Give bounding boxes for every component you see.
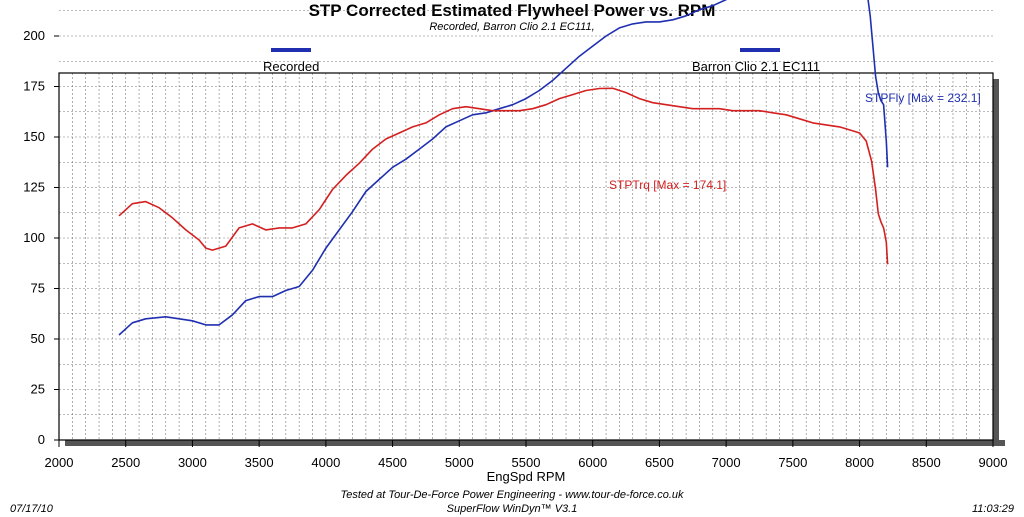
- annotation-stpfly-max: STPFly [Max = 232.1]: [865, 91, 981, 105]
- series-line-stptrq: [118, 87, 889, 265]
- chart-subtitle: Recorded, Barron Clio 2.1 EC111,: [429, 21, 595, 33]
- x-tick-label: 8000: [845, 455, 874, 470]
- x-tick-label: 6500: [645, 455, 674, 470]
- x-tick-label: 4500: [378, 455, 407, 470]
- x-tick-label: 8500: [912, 455, 941, 470]
- y-tick-label: 125: [23, 180, 45, 195]
- x-tick-label: 9000: [979, 455, 1008, 470]
- y-tick-label: 175: [23, 79, 45, 94]
- x-tick-label: 5000: [445, 455, 474, 470]
- y-tick-label: 150: [23, 129, 45, 144]
- y-tick-label: 75: [31, 281, 45, 296]
- y-tick-label: 100: [23, 230, 45, 245]
- legend-swatch-vehicle: [740, 48, 780, 52]
- x-tick-label: 6000: [578, 455, 607, 470]
- series-line-stpfly: [118, 0, 889, 336]
- x-tick-label: 7500: [778, 455, 807, 470]
- footer-date: 07/17/10: [10, 503, 53, 515]
- legend-swatch-recorded: [271, 48, 311, 52]
- x-tick-label: 5500: [512, 455, 541, 470]
- x-tick-label: 2500: [111, 455, 140, 470]
- x-tick-label: 7000: [712, 455, 741, 470]
- footer-software: SuperFlow WinDyn™ V3.1: [446, 503, 578, 515]
- annotation-stptrq-max: STPTrq [Max = 174.1]: [609, 178, 726, 192]
- plot-frame: [58, 72, 994, 441]
- x-axis-label: EngSpd RPM: [487, 469, 566, 484]
- footer-time: 11:03:29: [971, 503, 1014, 515]
- y-tick-label: 50: [31, 331, 45, 346]
- footer-test-site: Tested at Tour-De-Force Power Engineerin…: [340, 489, 684, 501]
- y-tick-label: 0: [38, 432, 45, 447]
- x-tick-label: 4000: [311, 455, 340, 470]
- plot-shadow-bottom: [65, 440, 1005, 446]
- y-tick-label: 25: [31, 382, 45, 397]
- plot-shadow-right: [993, 79, 999, 446]
- y-tick-label: 200: [23, 28, 45, 43]
- x-tick-label: 3500: [245, 455, 274, 470]
- x-tick-label: 3000: [178, 455, 207, 470]
- legend-label-recorded: Recorded: [263, 59, 320, 74]
- x-tick-label: 2000: [45, 455, 74, 470]
- legend-label-vehicle: Barron Clio 2.1 EC111: [692, 59, 821, 74]
